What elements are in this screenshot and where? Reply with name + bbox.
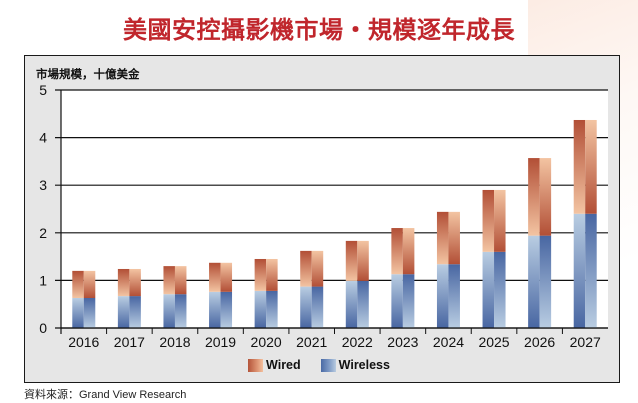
- bar-wired-2016-shade: [83, 270, 96, 299]
- y-tick-label: 0: [39, 320, 47, 336]
- bar-wired-2018-shade: [174, 266, 187, 295]
- bar-wired-2022: [345, 240, 358, 281]
- bar-wired-2019: [209, 262, 221, 292]
- y-axis-label: 市場規模，十億美金: [36, 69, 140, 81]
- bar-wired-2019-shade: [220, 262, 233, 292]
- x-tick-label: 2016: [68, 334, 99, 350]
- bar-wired-2025-shade: [494, 189, 506, 252]
- plot-area: [61, 90, 608, 328]
- bar-wireless-2025-shade: [494, 251, 506, 328]
- x-tick-label: 2023: [387, 334, 418, 350]
- bar-wireless-2025: [482, 251, 495, 328]
- legend: Wired Wireless: [0, 358, 638, 372]
- source-note: 資料來源：Grand View Research: [24, 389, 187, 401]
- bar-wired-2023: [391, 228, 403, 275]
- bar-wireless-2018-shade: [174, 294, 187, 328]
- bar-wireless-2017-shade: [129, 296, 141, 328]
- bar-wired-2022-shade: [357, 240, 369, 281]
- bar-wired-2027: [573, 119, 586, 214]
- legend-swatch-wired: [248, 358, 264, 372]
- bar-wireless-2023-shade: [402, 274, 415, 328]
- bar-wireless-2020-shade: [266, 290, 278, 328]
- bar-wired-2024: [436, 211, 449, 265]
- x-tick-label: 2019: [205, 334, 236, 350]
- x-tick-label: 2021: [296, 334, 327, 350]
- legend-item-wired: Wired: [248, 358, 301, 372]
- y-tick-label: 4: [39, 130, 47, 146]
- bar-wireless-2027-shade: [585, 213, 597, 328]
- bar-wireless-2016: [72, 298, 84, 328]
- bar-wired-2017-shade: [129, 268, 141, 297]
- bar-wireless-2016-shade: [83, 298, 96, 328]
- bar-wireless-2026: [528, 235, 540, 328]
- legend-label-wired: Wired: [266, 358, 301, 372]
- x-tick-label: 2027: [570, 334, 601, 350]
- bar-wireless-2018: [163, 294, 175, 328]
- x-tick-label: 2020: [251, 334, 282, 350]
- bar-wireless-2024: [436, 264, 449, 328]
- x-tick-label: 2018: [159, 334, 190, 350]
- bar-wired-2026-shade: [539, 158, 552, 236]
- bar-wired-2021-shade: [311, 250, 324, 287]
- bar-wired-2026: [528, 158, 540, 236]
- y-tick-label: 3: [39, 177, 47, 193]
- bar-wired-2016: [72, 270, 84, 299]
- bar-wired-2017: [117, 268, 130, 297]
- legend-item-wireless: Wireless: [320, 358, 390, 372]
- bar-wired-2027-shade: [585, 119, 597, 214]
- bar-wireless-2020: [254, 290, 267, 328]
- bar-wireless-2019: [209, 291, 221, 328]
- x-tick-label: 2025: [478, 334, 509, 350]
- legend-label-wireless: Wireless: [338, 358, 390, 372]
- bar-wired-2018: [163, 266, 175, 295]
- bar-wireless-2021: [300, 286, 312, 328]
- bar-wired-2025: [482, 189, 495, 252]
- y-tick-label: 1: [39, 272, 47, 288]
- bar-wireless-2023: [391, 274, 403, 328]
- bar-wireless-2021-shade: [311, 286, 324, 328]
- bar-wired-2024-shade: [448, 211, 460, 265]
- x-tick-label: 2017: [114, 334, 145, 350]
- bar-wireless-2019-shade: [220, 291, 233, 328]
- x-tick-label: 2024: [433, 334, 464, 350]
- bar-wired-2020: [254, 258, 267, 291]
- x-tick-label: 2026: [524, 334, 555, 350]
- bar-wired-2020-shade: [266, 258, 278, 291]
- bar-wireless-2024-shade: [448, 264, 460, 328]
- y-tick-label: 2: [39, 225, 47, 241]
- bar-wireless-2022-shade: [357, 280, 369, 328]
- bar-wireless-2026-shade: [539, 235, 552, 328]
- bar-wireless-2027: [573, 213, 586, 328]
- chart-title: 美國安控攝影機市場・規模逐年成長: [123, 15, 515, 44]
- y-tick-label: 5: [39, 82, 47, 98]
- x-tick-label: 2022: [342, 334, 373, 350]
- bar-wired-2021: [300, 250, 312, 287]
- legend-swatch-wireless: [320, 358, 336, 372]
- bar-wired-2023-shade: [402, 228, 415, 275]
- bar-wireless-2022: [345, 280, 358, 328]
- bar-wireless-2017: [117, 296, 130, 328]
